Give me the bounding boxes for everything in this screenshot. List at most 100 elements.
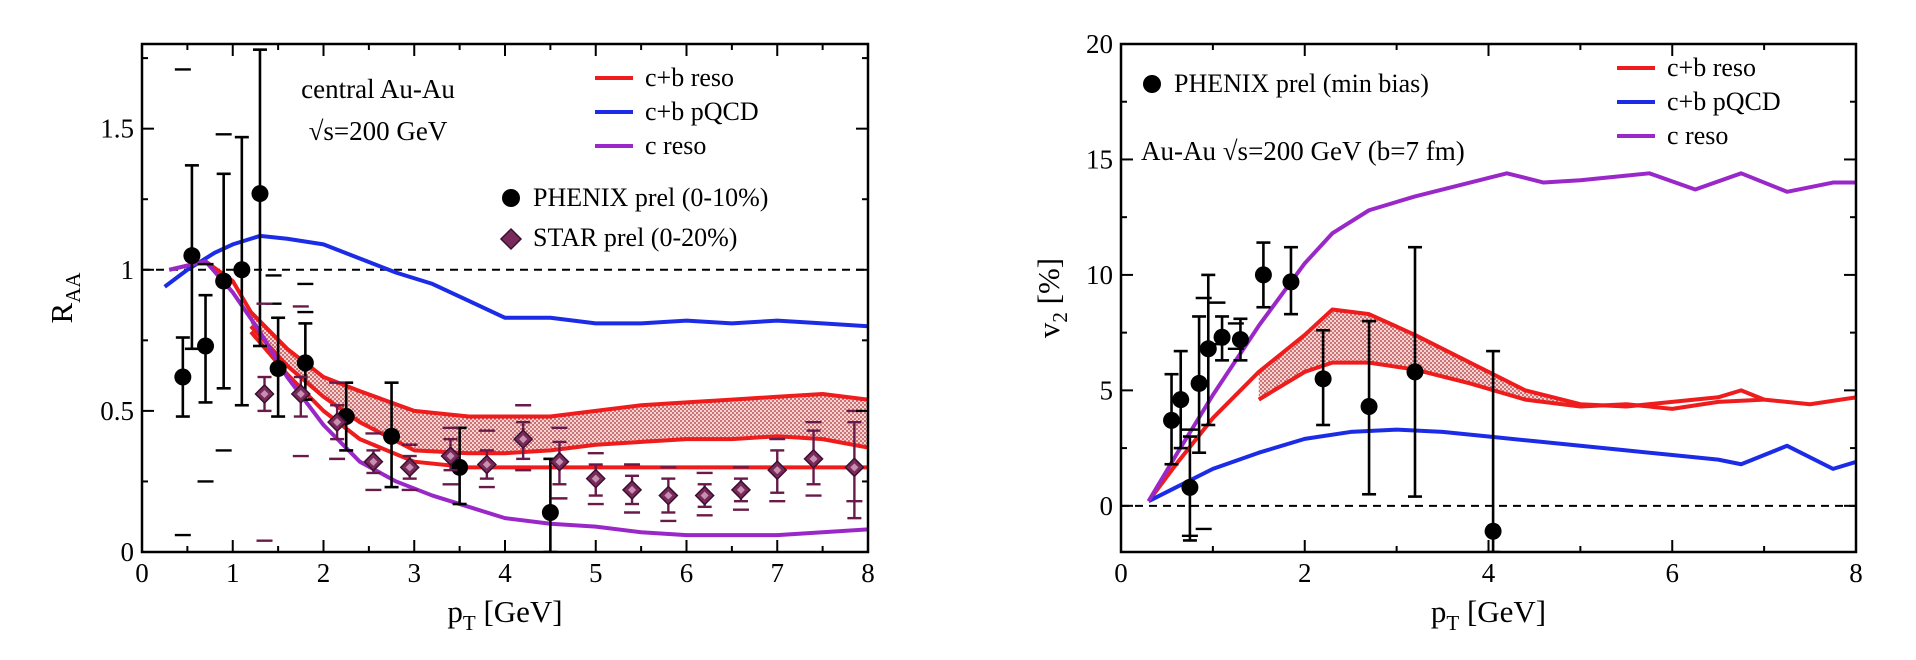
v2-uncertainty-band [1258, 309, 1581, 407]
data-point [1213, 328, 1231, 346]
x-label-sub: T [463, 611, 476, 635]
raa-legend-label: c reso [645, 131, 706, 160]
v2-y-axis-label: v2 [%] [1031, 258, 1072, 338]
raa-annotation: central Au-Au [301, 74, 455, 104]
data-point [215, 272, 233, 290]
y-label-main: R [44, 303, 79, 324]
data-point-inner [773, 466, 782, 475]
data-point-inner [369, 457, 378, 466]
data-point-inner [591, 474, 600, 483]
raa-y-tick-label: 1.5 [100, 114, 134, 144]
v2-x-tick-label: 8 [1849, 558, 1863, 588]
data-point [1199, 340, 1217, 358]
raa-curve-c-b-pqcd [163, 233, 868, 329]
data-point-inner [628, 485, 637, 494]
data-point [1254, 266, 1272, 284]
data-point-inner [664, 491, 673, 500]
raa-legend-label: STAR prel (0-20%) [533, 223, 737, 252]
v2-curve-c-b-reso [1146, 307, 1856, 503]
v2-y-tick-label: 5 [1100, 375, 1114, 405]
x-label-sub: T [1446, 611, 1459, 635]
data-point [1181, 478, 1199, 496]
raa-panel: 0 1 2 3 4 5 6 7 8 0 0.5 1 1.5 pT [GeV] RAA c+b reso c+b … [44, 42, 875, 635]
data-point [541, 503, 559, 521]
x-label-main: p [1431, 594, 1447, 629]
raa-legend-label: PHENIX prel (0-10%) [533, 183, 768, 212]
raa-frame [140, 42, 870, 554]
v2-legend-label: c+b reso [1667, 53, 1756, 82]
x-label-rest: [GeV] [1459, 594, 1546, 629]
data-point [183, 247, 201, 265]
v2-legend-label: c reso [1667, 121, 1728, 150]
x-label-main: p [447, 594, 463, 629]
data-point [1282, 273, 1300, 291]
v2-legend-marker [1143, 75, 1161, 93]
data-point [1360, 398, 1378, 416]
raa-y-tick-label: 0.5 [100, 396, 134, 426]
v2-frame [1119, 42, 1858, 554]
data-point-inner [700, 491, 709, 500]
v2-plot-area [1121, 171, 1856, 552]
raa-x-tick-label: 3 [408, 558, 422, 588]
raa-x-tick-label: 0 [135, 558, 149, 588]
raa-legend-marker [502, 189, 520, 207]
raa-x-tick-label: 1 [226, 558, 240, 588]
v2-y-tick-label: 10 [1086, 260, 1113, 290]
v2-legend-label: PHENIX prel (min bias) [1174, 69, 1429, 98]
raa-x-tick-label: 5 [589, 558, 603, 588]
data-point-inner [405, 463, 414, 472]
raa-x-axis-label: pT [GeV] [447, 594, 562, 635]
raa-y-axis-label: RAA [44, 272, 85, 324]
y-label-sub: 2 [1048, 312, 1072, 323]
data-point [251, 185, 269, 203]
raa-dataset-star [254, 302, 865, 542]
data-point [1172, 391, 1190, 409]
data-point [233, 261, 251, 279]
raa-x-tick-label: 8 [861, 558, 875, 588]
data-point [383, 427, 401, 445]
data-point [1406, 363, 1424, 381]
raa-legend-label: c+b reso [645, 63, 734, 92]
x-label-rest: [GeV] [476, 594, 563, 629]
data-point-inner [809, 454, 818, 463]
data-point-inner [850, 463, 859, 472]
raa-plot-area [142, 48, 868, 552]
data-point-inner [519, 435, 528, 444]
data-point [451, 458, 469, 476]
v2-curve-c-b-reso-lower [1257, 360, 1765, 411]
raa-x-tick-label: 7 [771, 558, 785, 588]
data-point-inner [296, 389, 305, 398]
v2-y-tick-label: 15 [1086, 144, 1113, 174]
raa-x-tick-label: 4 [498, 558, 512, 588]
v2-curve-c-reso [1146, 171, 1856, 503]
v2-x-tick-label: 0 [1114, 558, 1128, 588]
data-point [1231, 331, 1249, 349]
v2-x-tick-label: 6 [1666, 558, 1680, 588]
v2-y-tick-label: 20 [1086, 29, 1113, 59]
data-point-inner [260, 389, 269, 398]
data-point [296, 354, 314, 372]
raa-uncertainty-band [250, 312, 868, 454]
data-point-inner [736, 485, 745, 494]
raa-legend-label: c+b pQCD [645, 97, 759, 126]
data-point [1190, 374, 1208, 392]
y-label-rest: [%] [1031, 258, 1066, 312]
data-point [174, 368, 192, 386]
v2-y-tick-label: 0 [1100, 491, 1114, 521]
v2-legend-label: c+b pQCD [1667, 87, 1781, 116]
raa-legend-marker [499, 227, 523, 251]
v2-x-axis-label: pT [GeV] [1431, 594, 1546, 635]
v2-x-tick-label: 2 [1298, 558, 1312, 588]
v2-curve-c-b-pqcd [1147, 427, 1856, 503]
data-point [1484, 522, 1502, 540]
data-point-inner [482, 460, 491, 469]
raa-x-tick-label: 2 [317, 558, 331, 588]
data-point [1314, 370, 1332, 388]
data-point [197, 337, 215, 355]
data-point [1163, 411, 1181, 429]
raa-curve-c-b-reso [168, 259, 868, 419]
v2-dataset-phenix [1163, 241, 1502, 552]
data-point-inner [555, 457, 564, 466]
